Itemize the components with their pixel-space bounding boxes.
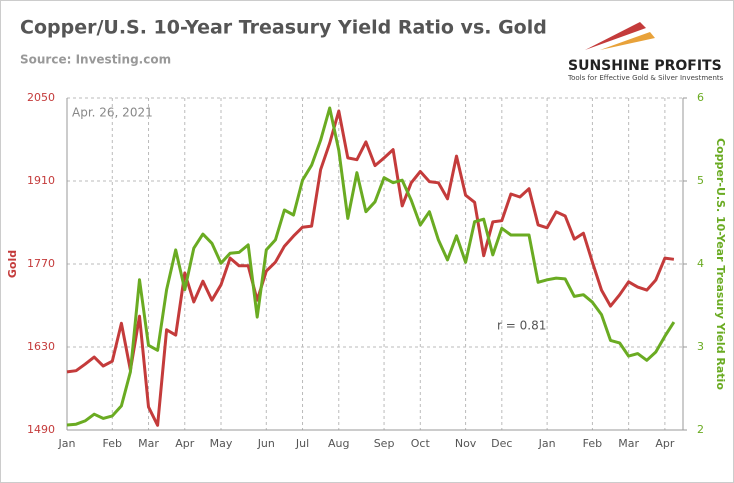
x-tick-label: Jun (257, 437, 275, 450)
x-tick-label: Jan (58, 437, 76, 450)
y-tick-label: 1770 (27, 257, 55, 270)
y2-tick-label: 3 (697, 340, 704, 353)
x-tick-label: Feb (583, 437, 602, 450)
x-tick-label: Apr (175, 437, 195, 450)
y-tick-label: 1490 (27, 423, 55, 436)
y-tick-label: 1910 (27, 174, 55, 187)
logo-ray (600, 32, 655, 50)
x-tick-label: Jan (538, 437, 556, 450)
x-tick-label: Mar (138, 437, 159, 450)
y2-tick-label: 6 (697, 91, 704, 104)
y2-tick-label: 4 (697, 257, 704, 270)
x-tick-label: Feb (103, 437, 122, 450)
y-tick-label: 2050 (27, 91, 55, 104)
x-tick-label: Sep (374, 437, 395, 450)
logo-name: SUNSHINE PROFITS (568, 58, 722, 74)
x-tick-label: Dec (491, 437, 512, 450)
x-tick-label: Aug (328, 437, 349, 450)
source: Source: Investing.com (20, 53, 171, 67)
x-tick-label: May (210, 437, 233, 450)
x-tick-label: Nov (455, 437, 477, 450)
chart-title: Copper/U.S. 10-Year Treasury Yield Ratio… (20, 17, 547, 39)
logo-tagline: Tools for Effective Gold & Silver Invest… (567, 74, 724, 82)
x-tick-label: Jul (295, 437, 309, 450)
y-tick-label: 1630 (27, 340, 55, 353)
logo: SUNSHINE PROFITS Tools for Effective Gol… (567, 22, 724, 82)
correlation-annotation: r = 0.81 (497, 319, 546, 333)
logo-ray (585, 22, 646, 50)
series-line (66, 106, 676, 427)
y-axis-label: Gold (6, 250, 19, 278)
x-tick-label: Oct (411, 437, 431, 450)
y2-axis-label: Copper-U.S. 10-Year Treasury Yield Ratio (714, 138, 727, 390)
y2-tick-label: 2 (697, 423, 704, 436)
series-line (66, 109, 675, 427)
x-tick-label: Mar (618, 437, 639, 450)
x-tick-label: Apr (655, 437, 675, 450)
y2-tick-label: 5 (697, 174, 704, 187)
